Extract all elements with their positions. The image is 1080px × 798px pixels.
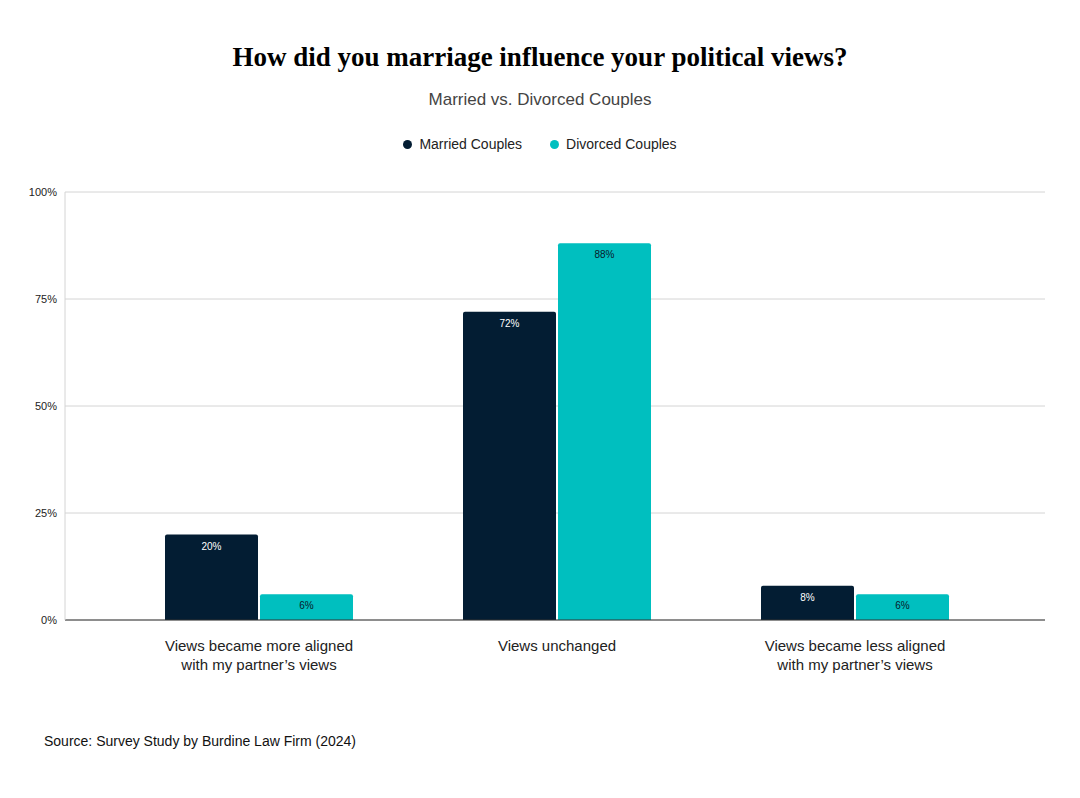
svg-text:0%: 0% (41, 614, 57, 626)
svg-text:72%: 72% (499, 318, 519, 329)
svg-text:Views unchanged: Views unchanged (498, 637, 616, 654)
html-text:Divorced Couples: Divorced Couples (566, 136, 677, 152)
svg-text:50%: 50% (35, 400, 57, 412)
svg-text:100%: 100% (29, 186, 57, 198)
html-text:How did you marriage influence: How did you marriage influence your poli… (232, 42, 848, 72)
svg-text:6%: 6% (895, 600, 910, 611)
html-text:Married Couples: Married Couples (419, 136, 523, 152)
html-text:Source: Survey Study by Burdin: Source: Survey Study by Burdine Law Firm… (44, 733, 356, 749)
svg-text:Views became more alignedwith: Views became more alignedwith my partner… (165, 637, 353, 673)
svg-text:8%: 8% (800, 592, 815, 603)
svg-text:20%: 20% (201, 541, 221, 552)
svg-text:6%: 6% (299, 600, 314, 611)
svg-text:75%: 75% (35, 293, 57, 305)
svg-text:25%: 25% (35, 507, 57, 519)
svg-text:88%: 88% (594, 249, 614, 260)
svg-text:Views became less alignedwith: Views became less alignedwith my partner… (765, 637, 946, 673)
html-text:Married vs. Divorced Couples: Married vs. Divorced Couples (428, 90, 652, 109)
